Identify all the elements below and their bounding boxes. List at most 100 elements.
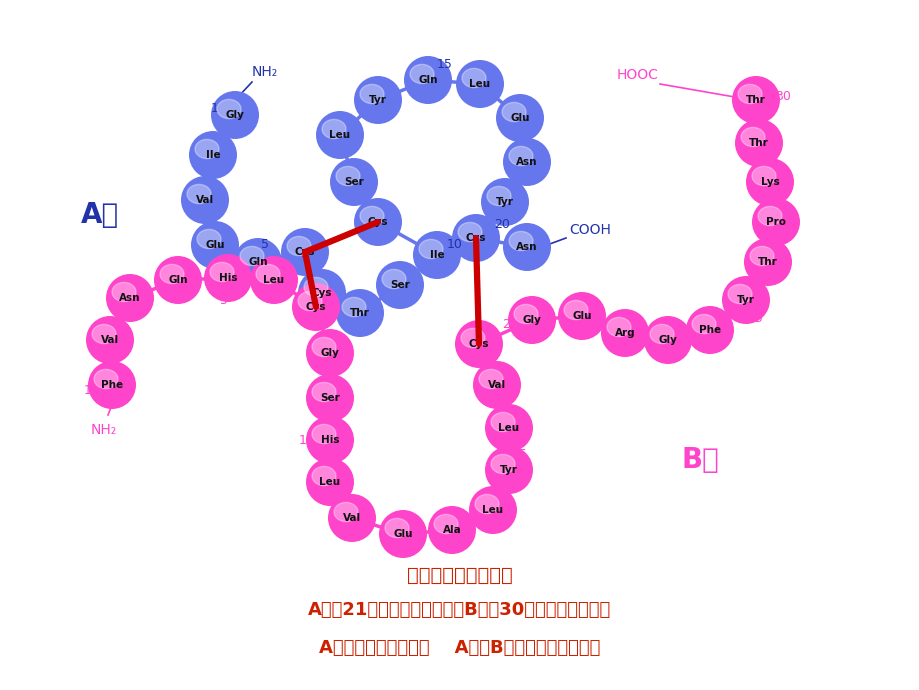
Text: 1: 1 — [210, 101, 219, 115]
Circle shape — [306, 458, 354, 506]
Text: 15: 15 — [437, 57, 452, 70]
Circle shape — [751, 198, 800, 246]
Ellipse shape — [160, 264, 184, 284]
Text: Cys: Cys — [312, 288, 332, 298]
Ellipse shape — [486, 186, 510, 206]
Text: Asn: Asn — [516, 157, 538, 167]
Ellipse shape — [312, 337, 335, 357]
Circle shape — [328, 494, 376, 542]
Ellipse shape — [112, 282, 136, 302]
Text: 1: 1 — [84, 384, 92, 397]
Ellipse shape — [187, 184, 210, 204]
Circle shape — [469, 486, 516, 534]
Ellipse shape — [210, 262, 233, 282]
Circle shape — [315, 111, 364, 159]
Text: 10: 10 — [447, 239, 462, 251]
Circle shape — [732, 76, 779, 124]
Ellipse shape — [94, 369, 118, 388]
Text: Leu: Leu — [329, 130, 350, 140]
Circle shape — [495, 94, 543, 142]
Text: Cys: Cys — [294, 247, 315, 257]
Text: Gln: Gln — [168, 275, 187, 285]
Text: A链: A链 — [81, 201, 119, 229]
Ellipse shape — [335, 166, 359, 186]
Text: Cys: Cys — [465, 233, 486, 243]
Ellipse shape — [312, 424, 335, 444]
Circle shape — [191, 221, 239, 269]
Circle shape — [85, 316, 134, 364]
Ellipse shape — [607, 317, 630, 337]
Text: Ile: Ile — [206, 150, 220, 160]
Text: A链由21个氨基酸残基组成；B链由30个氨基酸残基组成: A链由21个氨基酸残基组成；B链由30个氨基酸残基组成 — [308, 601, 611, 619]
Text: His: His — [321, 435, 339, 445]
Circle shape — [204, 254, 252, 302]
Circle shape — [306, 416, 354, 464]
Ellipse shape — [514, 304, 538, 324]
Ellipse shape — [479, 369, 503, 388]
Text: Pro: Pro — [766, 217, 785, 227]
Text: Thr: Thr — [745, 95, 765, 105]
Text: Leu: Leu — [469, 79, 490, 89]
Text: Gly: Gly — [320, 348, 339, 358]
Ellipse shape — [502, 102, 526, 121]
Ellipse shape — [410, 64, 434, 83]
Text: Phe: Phe — [101, 380, 123, 390]
Text: Lys: Lys — [760, 177, 778, 187]
Text: Val: Val — [343, 513, 360, 523]
Circle shape — [427, 506, 475, 554]
Ellipse shape — [334, 502, 357, 522]
Ellipse shape — [727, 284, 751, 304]
Ellipse shape — [461, 68, 485, 88]
Text: Gly: Gly — [658, 335, 676, 345]
Ellipse shape — [240, 246, 264, 266]
Text: Tyr: Tyr — [495, 197, 514, 207]
Circle shape — [379, 510, 426, 558]
Ellipse shape — [737, 84, 761, 103]
Circle shape — [745, 158, 793, 206]
Circle shape — [743, 238, 791, 286]
Text: 10: 10 — [299, 433, 314, 446]
Text: Ala: Ala — [442, 525, 460, 535]
Text: HOOC: HOOC — [617, 68, 658, 82]
Circle shape — [210, 91, 259, 139]
Circle shape — [181, 176, 229, 224]
Text: Glu: Glu — [510, 113, 529, 123]
Ellipse shape — [691, 315, 715, 333]
Text: Glu: Glu — [392, 529, 413, 539]
Ellipse shape — [491, 413, 515, 432]
Ellipse shape — [460, 328, 484, 348]
Circle shape — [481, 178, 528, 226]
Ellipse shape — [434, 515, 458, 533]
Text: 5: 5 — [220, 293, 228, 306]
Ellipse shape — [312, 466, 335, 486]
Ellipse shape — [740, 128, 765, 146]
Text: Arg: Arg — [614, 328, 635, 338]
Text: Thr: Thr — [757, 257, 777, 267]
Text: Thr: Thr — [350, 308, 369, 318]
Text: 5: 5 — [261, 239, 268, 251]
Text: Glu: Glu — [205, 240, 224, 250]
Circle shape — [734, 119, 782, 167]
Circle shape — [451, 214, 499, 262]
Circle shape — [298, 269, 346, 317]
Circle shape — [330, 158, 378, 206]
Ellipse shape — [650, 324, 674, 344]
Ellipse shape — [303, 277, 328, 297]
Circle shape — [354, 198, 402, 246]
Circle shape — [335, 289, 383, 337]
Circle shape — [456, 60, 504, 108]
Text: Leu: Leu — [482, 505, 503, 515]
Ellipse shape — [749, 246, 773, 266]
Circle shape — [403, 56, 451, 104]
Circle shape — [643, 316, 691, 364]
Circle shape — [354, 76, 402, 124]
Text: Ser: Ser — [344, 177, 364, 187]
Circle shape — [721, 276, 769, 324]
Text: Thr: Thr — [748, 138, 768, 148]
Text: A链含一个链内二硫键    A链与B链之间有二个二硫键: A链含一个链内二硫键 A链与B链之间有二个二硫键 — [319, 639, 600, 657]
Text: Cys: Cys — [368, 217, 388, 227]
Text: B链: B链 — [680, 446, 718, 474]
Text: 胰岛素的一级结构：: 胰岛素的一级结构： — [407, 566, 512, 584]
Text: Tyr: Tyr — [369, 95, 387, 105]
Ellipse shape — [563, 300, 587, 319]
